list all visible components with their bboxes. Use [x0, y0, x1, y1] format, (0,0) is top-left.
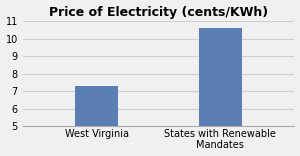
Bar — [75, 86, 118, 156]
Title: Price of Electricity (cents/KWh): Price of Electricity (cents/KWh) — [49, 6, 268, 19]
Bar — [199, 28, 242, 156]
